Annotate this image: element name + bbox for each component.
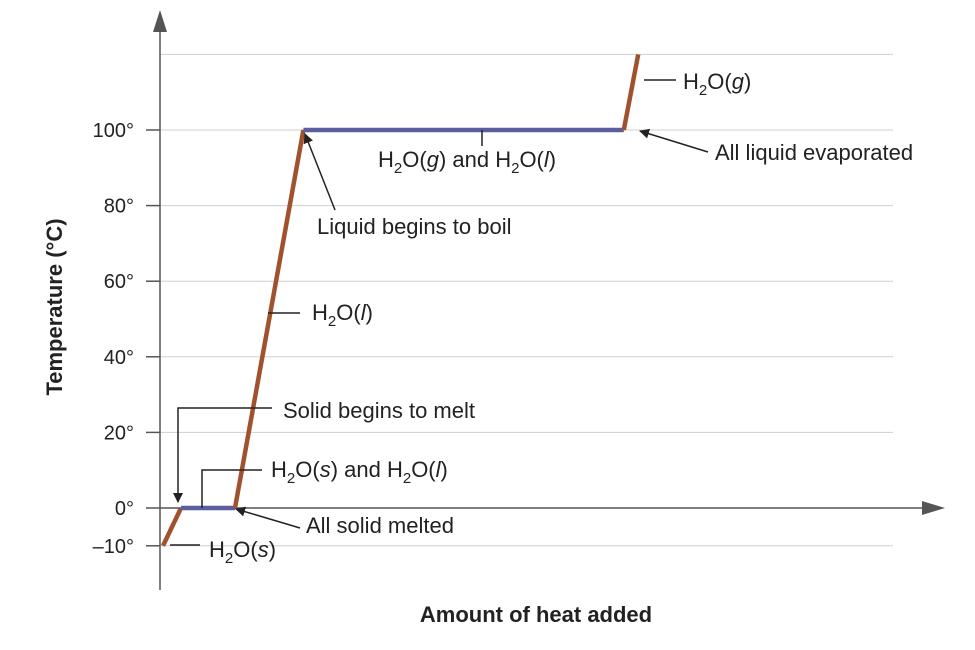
label-liquid-begins-to-boil: Liquid begins to boil [317,214,511,239]
y-tick-label: 80° [104,196,134,218]
heating-segment [232,129,306,509]
arrow-all-solid-melted [235,506,301,529]
leader-solid-liquid [201,469,262,508]
label-solid-begins-to-melt: Solid begins to melt [283,398,475,423]
label-h2o-s: H2O(s) [209,537,276,567]
y-tick-label: –10° [93,536,134,558]
y-axis-title: Temperature (°C) [42,218,67,395]
y-tick-label: 40° [104,347,134,369]
heating-segment [621,53,641,131]
y-axis-arrow-icon [153,10,167,32]
label-all-liquid-evaporated: All liquid evaporated [715,140,913,165]
heating-curve-series [160,53,641,547]
heating-segment [160,507,184,547]
arrow-solid-begins-melt [173,407,272,503]
label-solid-and-liquid: H2O(s) and H2O(l) [271,457,448,487]
y-tick-label: 60° [104,271,134,293]
arrow-all-liquid-evaporated [639,128,709,153]
label-all-solid-melted: All solid melted [306,513,454,538]
y-tick-label: 20° [104,422,134,444]
label-h2o-l: H2O(l) [312,300,373,330]
y-tick-label: 100° [93,120,134,142]
annotation-leaders [170,79,709,546]
label-h2o-g: H2O(g) [683,69,751,99]
y-tick-labels: –10° 0° 20° 40° 60° 80° 100° [93,120,160,558]
x-axis-arrow-icon [922,501,945,515]
y-tick-label: 0° [115,498,134,520]
label-gas-and-liquid: H2O(g) and H2O(l) [378,147,556,177]
x-axis-title: Amount of heat added [420,602,652,627]
arrow-liquid-begins-boil [303,133,336,211]
